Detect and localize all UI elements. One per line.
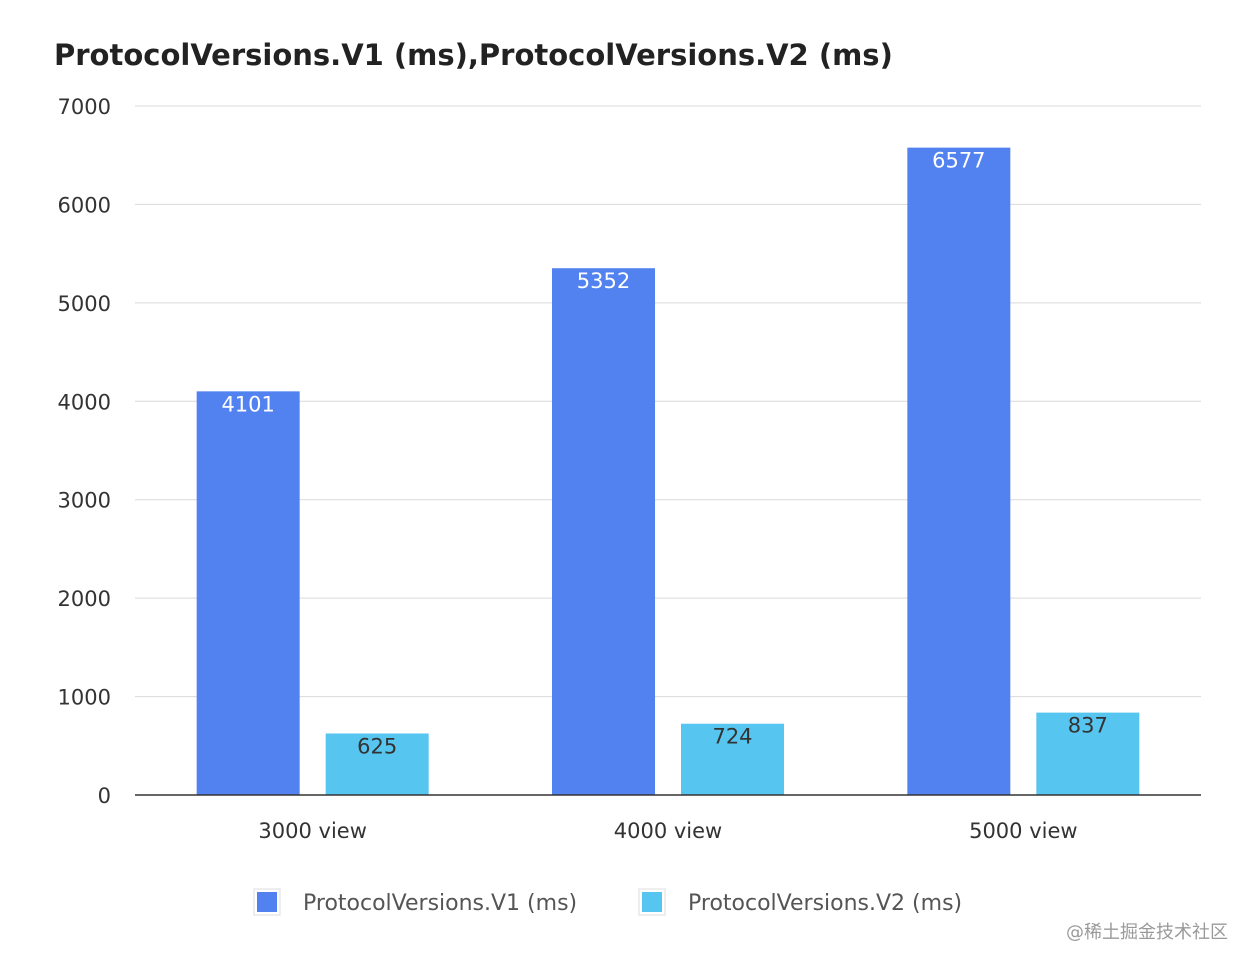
legend-item-v2[interactable]: ProtocolVersions.V2 (ms) [638,888,962,916]
bar-v2[interactable] [681,723,784,795]
legend: ProtocolVersions.V1 (ms) ProtocolVersion… [253,888,962,916]
gridlines [135,105,1201,698]
data-labels: 4101 625 5352 724 6577 837 [221,149,1107,759]
y-tick-label: 6000 [58,193,111,217]
data-label: 5352 [577,269,630,293]
legend-swatch-v1 [257,892,277,912]
x-tick-label: 5000 view [969,819,1077,843]
y-tick-label: 5000 [58,292,111,316]
bar-v1[interactable] [196,391,300,795]
legend-swatch-v2 [642,892,662,912]
y-axis-ticks: 0 1000 2000 3000 4000 5000 6000 7000 [58,95,111,808]
data-label: 724 [712,725,752,749]
bar-v1[interactable] [552,268,655,795]
legend-item-v1[interactable]: ProtocolVersions.V1 (ms) [253,888,577,916]
y-tick-label: 0 [98,784,111,808]
data-label: 6577 [932,149,985,173]
data-label: 837 [1068,714,1108,738]
bar-v1[interactable] [907,147,1011,796]
x-tick-label: 3000 view [258,819,366,843]
bar-v2[interactable] [325,733,429,795]
x-tick-label: 4000 view [614,819,722,843]
legend-label-v1: ProtocolVersions.V1 (ms) [303,891,577,916]
y-tick-label: 1000 [58,686,111,710]
y-tick-label: 3000 [58,489,111,513]
bars [196,147,1140,796]
chart-title: ProtocolVersions.V1 (ms),ProtocolVersion… [54,38,893,72]
y-tick-label: 7000 [58,95,111,119]
watermark: @稀土掘金技术社区 [1066,922,1228,943]
legend-label-v2: ProtocolVersions.V2 (ms) [688,891,962,916]
data-label: 4101 [221,392,274,416]
x-axis-ticks: 3000 view 4000 view 5000 view [258,819,1077,843]
data-label: 625 [357,734,397,758]
bar-v2[interactable] [1036,712,1140,795]
y-tick-label: 2000 [58,587,111,611]
y-tick-label: 4000 [58,390,111,414]
